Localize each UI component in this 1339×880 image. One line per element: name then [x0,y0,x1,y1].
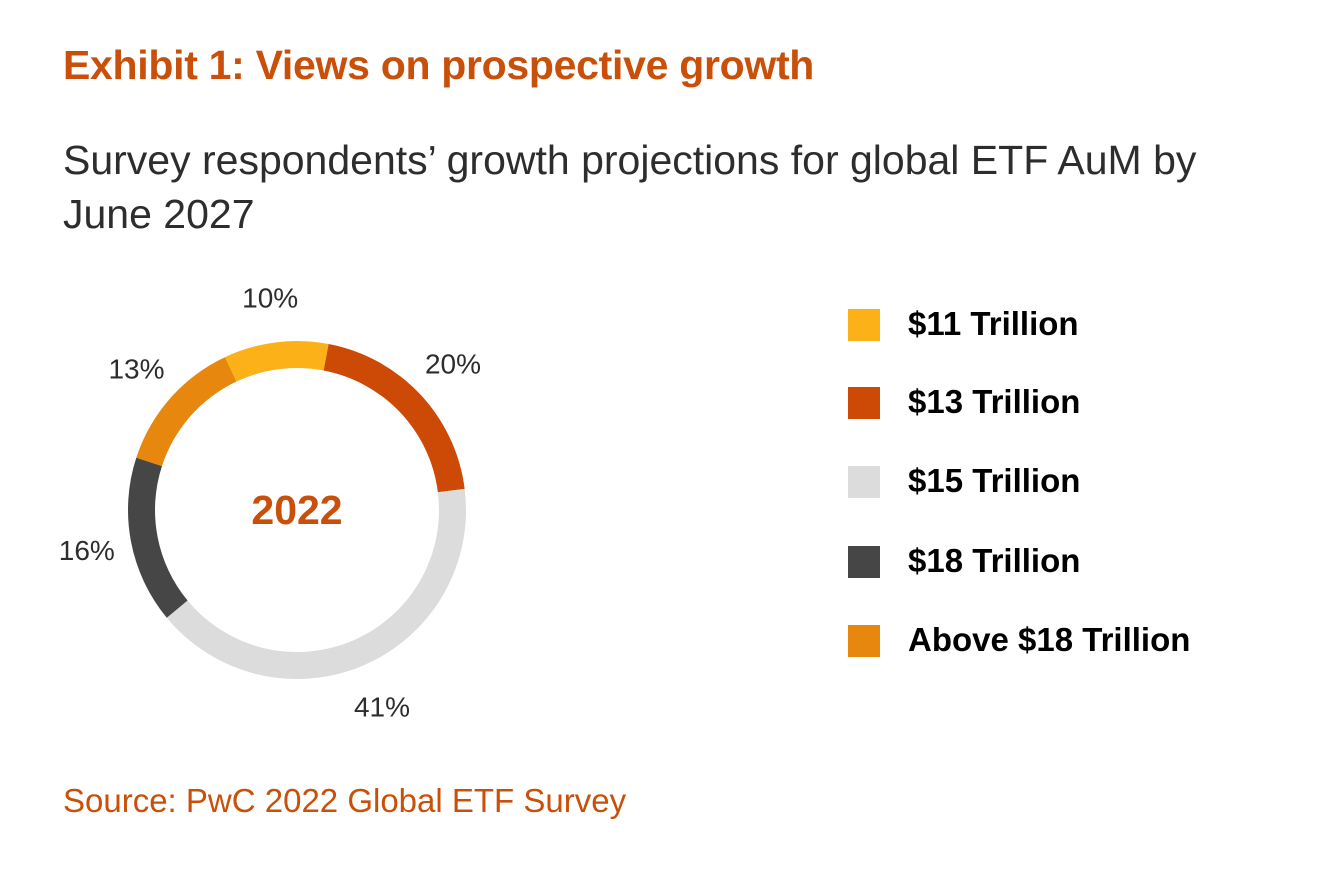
legend-swatch [848,466,880,498]
data-label-above-18-trillion: 13% [108,353,164,384]
data-label-15-trillion: 41% [354,691,410,722]
legend-swatch [848,309,880,341]
legend-label: $13 Trillion [908,383,1081,420]
source-note: Source: PwC 2022 Global ETF Survey [63,782,627,819]
legend-swatch [848,387,880,419]
chart-subtitle: Survey respondents’ growth projections f… [63,137,1197,237]
data-label-13-trillion: 20% [425,349,481,380]
legend-swatch [848,625,880,657]
legend-label: $18 Trillion [908,542,1081,579]
legend-swatch [848,546,880,578]
data-label-18-trillion: 16% [59,535,115,566]
donut-segment-18-trillion [128,457,188,618]
donut-segment-11-trillion [225,341,329,382]
donut-segment-15-trillion [166,488,466,680]
legend-label: $15 Trillion [908,462,1081,499]
chart-title: Exhibit 1: Views on prospective growth [63,42,815,88]
donut-segment-above-18-trillion [136,357,237,467]
legend-label: $11 Trillion [908,305,1079,342]
legend-label: Above $18 Trillion [908,621,1191,658]
donut-center-label: 2022 [251,487,342,533]
donut-segment-13-trillion [323,343,465,493]
data-label-11-trillion: 10% [242,283,298,314]
